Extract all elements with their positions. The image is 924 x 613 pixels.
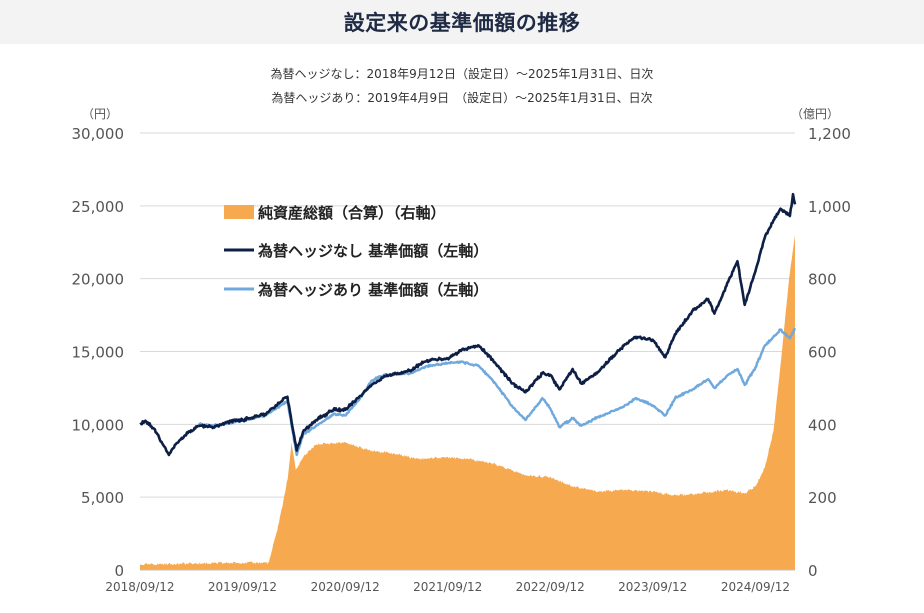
y-left-tick-label: 25,000 xyxy=(72,198,125,216)
y-left-tick-label: 30,000 xyxy=(72,125,125,143)
y-left-tick-label: 15,000 xyxy=(72,344,125,362)
y-right-unit: （億円） xyxy=(791,107,839,121)
chart-title: 設定来の基準価額の推移 xyxy=(343,11,581,35)
legend-label-unhedged: 為替ヘッジなし 基準価額（左軸） xyxy=(257,242,488,260)
x-tick-label: 2022/09/12 xyxy=(516,580,585,594)
y-left-unit: （円） xyxy=(82,107,118,121)
y-left-tick-label: 20,000 xyxy=(72,271,125,289)
y-right-tick-label: 1,200 xyxy=(808,125,851,143)
x-tick-label: 2021/09/12 xyxy=(413,580,482,594)
y-left-tick-label: 0 xyxy=(114,562,124,580)
y-right-tick-label: 800 xyxy=(808,271,837,289)
series-unhedged-line xyxy=(139,192,797,457)
x-tick-label: 2024/09/12 xyxy=(721,580,790,594)
y-right-tick-label: 200 xyxy=(808,489,837,507)
y-right-tick-label: 1,000 xyxy=(808,198,851,216)
y-right-tick-label: 600 xyxy=(808,344,837,362)
subtitle-hedged: 為替ヘッジあり：2019年4月9日 （設定日）～2025年1月31日、日次 xyxy=(271,91,653,105)
subtitle-unhedged: 為替ヘッジなし：2018年9月12日（設定日）～2025年1月31日、日次 xyxy=(270,67,654,81)
x-tick-label: 2018/09/12 xyxy=(105,580,174,594)
y-right-tick-label: 0 xyxy=(808,562,818,580)
y-left-tick-label: 10,000 xyxy=(72,416,125,434)
series-net-assets-area xyxy=(140,235,795,570)
legend-swatch-net-assets xyxy=(224,205,254,219)
x-tick-label: 2019/09/12 xyxy=(208,580,277,594)
title-bar xyxy=(0,0,924,44)
x-tick-label: 2023/09/12 xyxy=(618,580,687,594)
series-hedged-line xyxy=(198,327,797,457)
legend-label-net-assets: 純資産総額（合算）（右軸） xyxy=(258,204,446,222)
x-tick-label: 2020/09/12 xyxy=(311,580,380,594)
legend-label-hedged: 為替ヘッジあり 基準価額（左軸） xyxy=(257,281,488,299)
y-left-tick-label: 5,000 xyxy=(81,489,124,507)
y-right-tick-label: 400 xyxy=(808,416,837,434)
